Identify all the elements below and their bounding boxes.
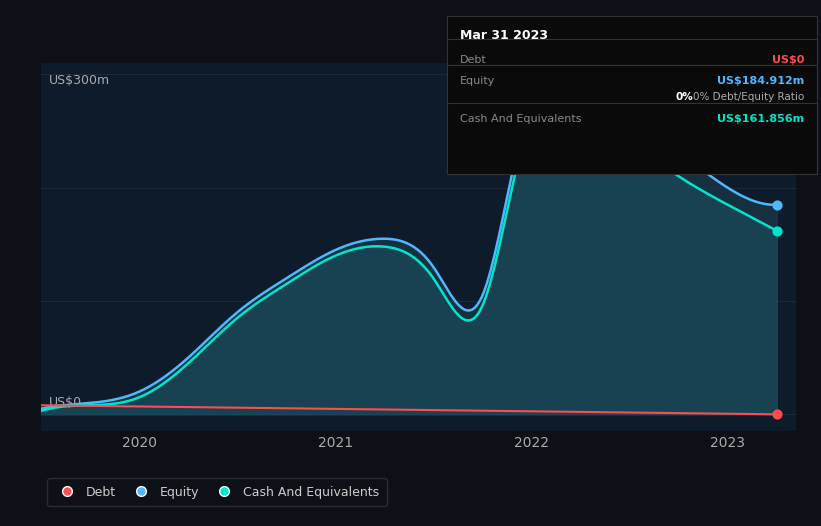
Text: Debt: Debt [460,55,487,65]
Point [770,227,783,235]
Text: US$0: US$0 [48,396,82,409]
Legend: Debt, Equity, Cash And Equivalents: Debt, Equity, Cash And Equivalents [48,478,387,506]
Text: US$184.912m: US$184.912m [718,76,805,86]
Text: US$300m: US$300m [48,74,110,87]
Text: Cash And Equivalents: Cash And Equivalents [460,114,581,124]
Text: 0%: 0% [676,92,694,102]
Point [770,200,783,209]
Text: Mar 31 2023: Mar 31 2023 [460,29,548,42]
Point [770,410,783,419]
Text: US$161.856m: US$161.856m [718,114,805,124]
Text: US$0: US$0 [773,55,805,65]
Text: 0% Debt/Equity Ratio: 0% Debt/Equity Ratio [693,92,805,102]
Text: Equity: Equity [460,76,495,86]
